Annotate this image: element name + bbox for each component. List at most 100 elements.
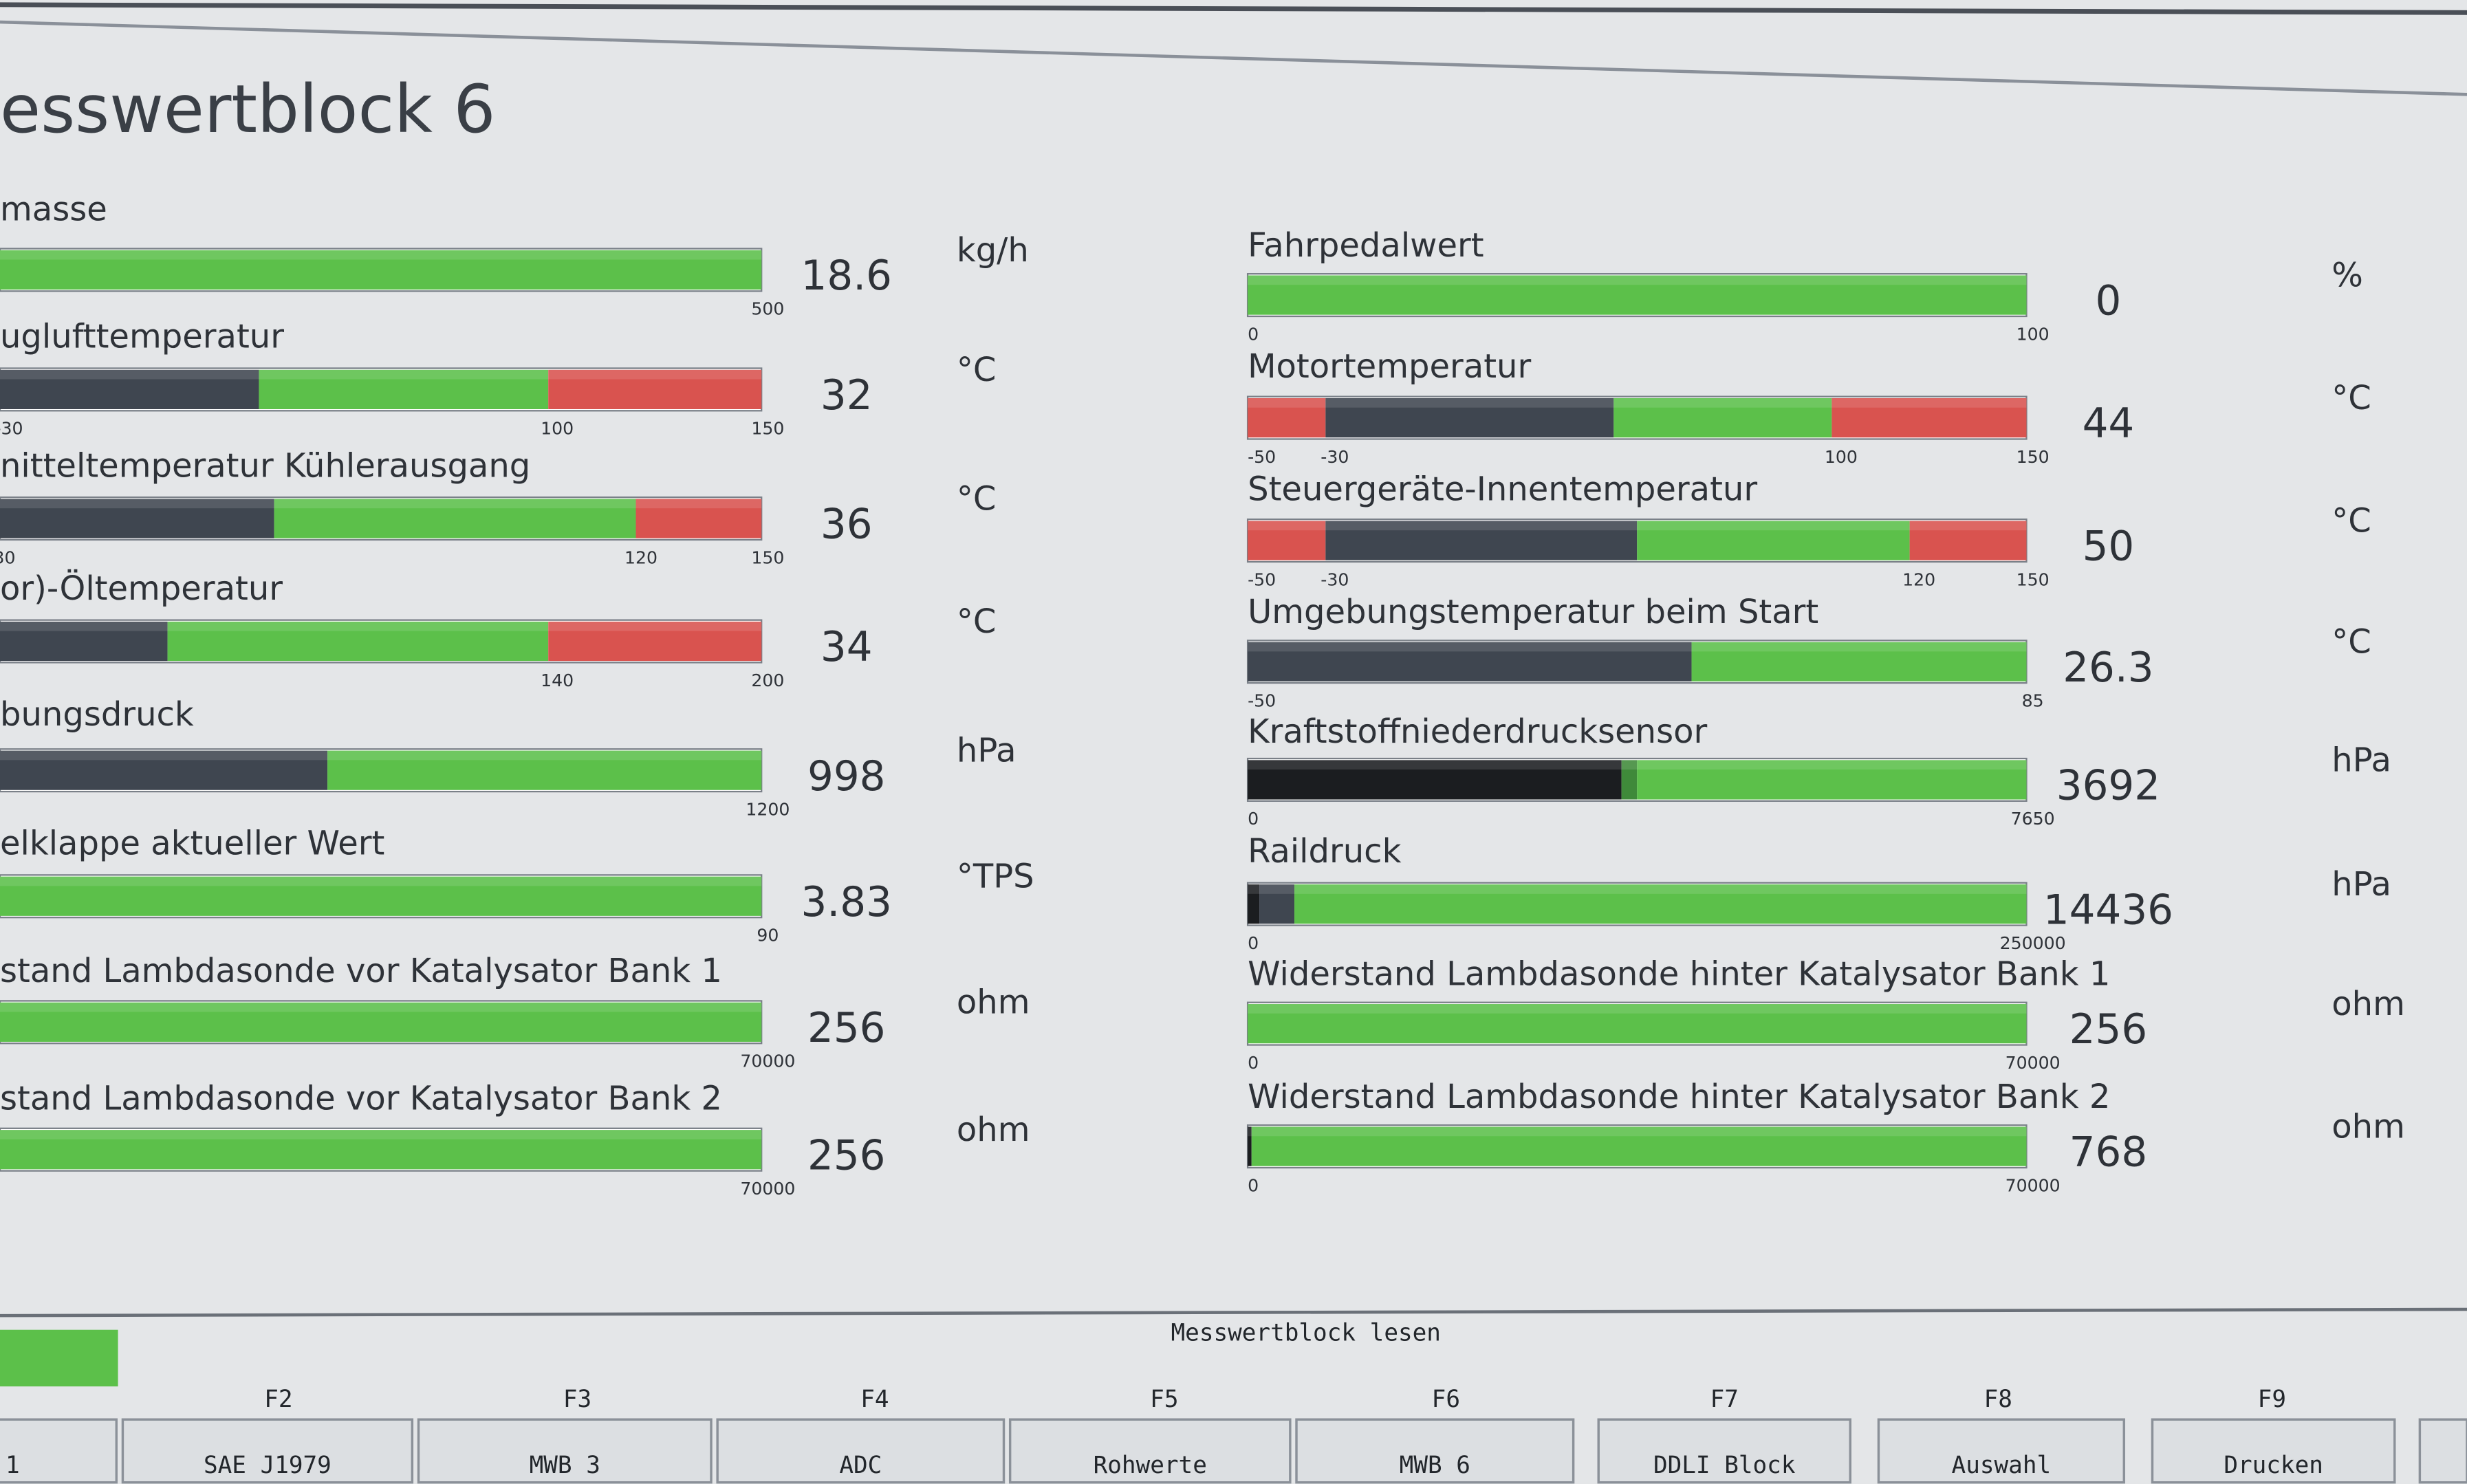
gauge-unit: hPa [2332, 865, 2391, 904]
gauge-tick-label: -50 [1248, 447, 1276, 467]
gauge-tick-label: 500 [751, 299, 784, 319]
gauge-tick-label: 100 [1825, 447, 1858, 467]
function-button-label[interactable]: Auswahl [1952, 1452, 2052, 1479]
gauge-shine [1248, 521, 2027, 531]
gauge-tick-label: 70000 [2006, 1053, 2061, 1073]
gauge-segment [1248, 1004, 2027, 1044]
gauge-unit: °C [957, 479, 997, 518]
gauge-shine [0, 499, 762, 509]
gauge-unit: ohm [2332, 1108, 2405, 1146]
function-button-label[interactable]: ADC [839, 1452, 882, 1479]
function-key-label: F3 [563, 1386, 591, 1413]
gauge-shine [1248, 1126, 2027, 1137]
gauge-tick-label: -50 [1248, 569, 1276, 589]
gauge-segment [274, 499, 636, 538]
gauge-tick-label: 100 [2017, 324, 2050, 344]
function-button-label[interactable]: DDLI Block [1653, 1452, 1796, 1479]
gauge-segment [327, 750, 762, 790]
function-button[interactable] [1008, 1418, 1292, 1484]
footer-line [0, 1307, 2467, 1318]
function-key-label: F9 [2258, 1386, 2286, 1413]
gauge-shine [0, 621, 762, 631]
function-button-label[interactable]: SAE J1979 [204, 1452, 332, 1479]
function-button[interactable] [2418, 1418, 2467, 1484]
function-button-label[interactable]: Rohwerte [1094, 1452, 1207, 1479]
status-text: Messwertblock lesen [1171, 1320, 1441, 1347]
gauge-value: 998 [807, 753, 885, 800]
gauge-segment [1637, 521, 1910, 560]
gauge-tick-label: 0 [1248, 1175, 1259, 1195]
gauge-segment [0, 876, 762, 916]
gauge-segment [1248, 521, 1326, 560]
function-button[interactable] [0, 1418, 118, 1484]
gauge-segment [548, 621, 762, 662]
gauge-segment [1325, 521, 1638, 560]
gauge-label: Steuergeräte-Innentemperatur [1248, 470, 1757, 509]
gauge-tick-label: 7650 [2011, 809, 2055, 829]
gauge-unit: °C [2332, 501, 2371, 540]
gauge-tick-label: 90 [757, 925, 779, 945]
function-button[interactable] [1597, 1418, 1851, 1484]
function-button[interactable] [2151, 1418, 2396, 1484]
gauge-segment [0, 1130, 762, 1170]
page-title: esswertblock 6 [0, 71, 496, 148]
function-key-label: F7 [1710, 1386, 1739, 1413]
gauge-tick-label: 70000 [740, 1179, 795, 1199]
gauge-value: 34 [820, 624, 873, 671]
gauge-label: stand Lambdasonde vor Katalysator Bank 1 [0, 952, 722, 990]
function-button[interactable] [1877, 1418, 2126, 1484]
gauge-value: 256 [807, 1132, 885, 1179]
gauge-label: elklappe aktueller Wert [0, 825, 384, 863]
gauge-shine [1248, 275, 2027, 285]
gauge-value: 26.3 [2063, 644, 2153, 692]
gauge-unit: °C [2332, 379, 2371, 417]
gauge-value: 256 [2069, 1006, 2147, 1054]
function-button[interactable] [1295, 1418, 1575, 1484]
function-button[interactable] [417, 1418, 713, 1484]
gauge-unit: °C [957, 602, 997, 641]
function-button-label[interactable]: MWB 3 [530, 1452, 600, 1479]
gauge-unit: ohm [2332, 985, 2405, 1023]
gauge-segment [635, 499, 762, 538]
gauge-segment [1637, 760, 2027, 800]
function-button[interactable] [121, 1418, 414, 1484]
gauge-value: 18.6 [801, 252, 892, 300]
gauge-value: 50 [2083, 523, 2135, 571]
gauge-segment [1613, 397, 1832, 438]
gauge-label: masse [0, 190, 107, 228]
gauge-value: 3.83 [801, 879, 892, 926]
gauge-value: 32 [820, 372, 873, 419]
gauge-segment [0, 621, 168, 662]
gauge-tick-label: 150 [751, 547, 784, 567]
gauge-segment [1259, 884, 1295, 924]
gauge-label: Raildruck [1248, 832, 1401, 871]
gauge-segment [0, 750, 328, 790]
gauge-segment [1248, 397, 1326, 438]
gauge-shine [1248, 884, 2027, 894]
gauge-shine [1248, 760, 2027, 770]
gauge-segment [1691, 642, 2027, 681]
gauge-unit: ohm [957, 1111, 1030, 1149]
gauge-unit: hPa [2332, 741, 2391, 779]
gauge-segment [1248, 275, 2027, 315]
gauge-label: Umgebungstemperatur beim Start [1248, 593, 1818, 631]
function-button-label[interactable]: MWB 6 [1400, 1452, 1470, 1479]
gauge-tick-label: 150 [751, 419, 784, 439]
gauge-segment [0, 250, 762, 290]
gauge-shine [0, 750, 762, 761]
gauge-value: 44 [2083, 400, 2135, 448]
gauge-segment [1248, 1126, 1252, 1166]
gauge-tick-label: 70000 [2006, 1175, 2061, 1195]
function-key-label: F4 [860, 1386, 889, 1413]
gauge-segment [1251, 1126, 2027, 1166]
function-button-label[interactable]: Drucken [2224, 1452, 2323, 1479]
gauge-label: or)-Öltemperatur [0, 569, 283, 608]
function-button-label[interactable]: 1 [6, 1452, 20, 1479]
function-button[interactable] [716, 1418, 1006, 1484]
gauge-shine [0, 876, 762, 886]
gauge-tick-label: 120 [1902, 569, 1935, 589]
progress-indicator [0, 1329, 118, 1387]
gauge-segment [548, 369, 762, 409]
gauge-label: Widerstand Lambdasonde hinter Katalysato… [1248, 955, 2110, 994]
